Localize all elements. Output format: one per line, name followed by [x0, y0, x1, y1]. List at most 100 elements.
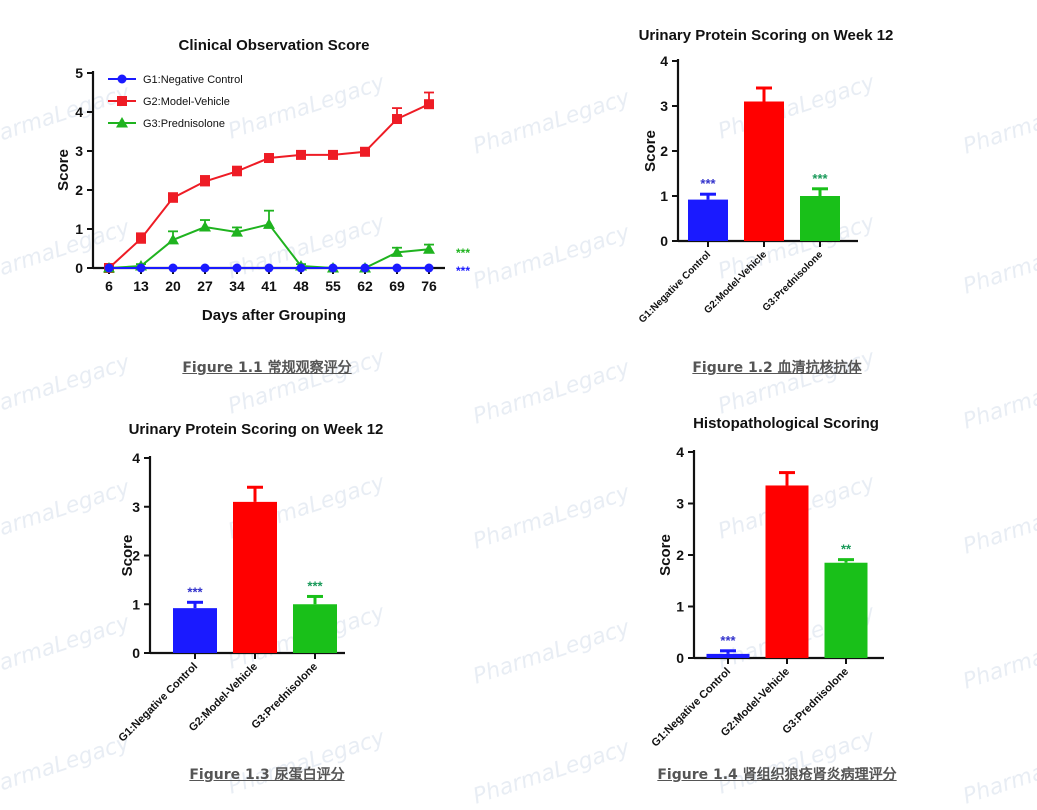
watermark: PharmaLegacy	[960, 360, 1037, 435]
significance-annotation: ***	[456, 246, 470, 260]
x-tick-label: G3:Prednisolone	[249, 661, 320, 732]
watermark: PharmaLegacy	[960, 225, 1037, 300]
x-tick-label: 69	[389, 278, 405, 294]
histopathological-bar-chart: Histopathological Scoring 0 1 2 3 4 Score *** G1…	[649, 415, 884, 750]
data-point	[328, 149, 338, 160]
watermark: PharmaLegacy	[470, 480, 633, 555]
bar	[233, 501, 277, 653]
significance-annotation: ***	[812, 171, 828, 186]
legend-label: G1:Negative Control	[143, 74, 243, 86]
data-point	[296, 149, 306, 160]
chart-title: Histopathological Scoring	[693, 415, 879, 432]
legend-marker	[117, 96, 127, 106]
bar	[293, 604, 337, 653]
data-point	[199, 221, 211, 232]
legend-marker	[117, 74, 127, 84]
bar	[800, 196, 840, 241]
x-tick-label: G1:Negative Control	[637, 249, 713, 325]
data-point	[104, 263, 114, 273]
y-tick-label: 1	[676, 599, 684, 615]
data-point	[232, 166, 242, 177]
data-point	[328, 263, 338, 273]
significance-annotation: ***	[700, 176, 716, 191]
y-tick-label: 3	[132, 499, 140, 515]
data-point	[167, 233, 179, 245]
series-line	[108, 223, 430, 269]
y-tick-label: 1	[132, 596, 140, 612]
data-point	[360, 146, 370, 157]
x-tick-label: 27	[197, 278, 213, 294]
y-tick-label: 2	[660, 143, 668, 159]
figure-caption-1-2: Figure 1.2 血清抗核抗体	[692, 360, 862, 376]
y-tick-label: 4	[660, 53, 668, 69]
y-tick-label: 4	[676, 444, 684, 460]
figure-caption-1-4: Figure 1.4 肾组织狼疮肾炎病理评分	[657, 767, 897, 783]
bar	[744, 101, 784, 241]
y-axis-label: Score	[119, 535, 136, 577]
y-axis-label: Score	[657, 534, 674, 576]
urinary-protein-bar-chart-bottom: Urinary Protein Scoring on Week 12 0 1 2 3 4 S…	[116, 421, 384, 745]
x-tick-label: 76	[421, 278, 437, 294]
data-point	[200, 176, 210, 187]
data-point	[264, 263, 274, 273]
data-point	[136, 233, 146, 244]
series-1	[104, 263, 434, 273]
x-tick-label: G1:Negative Control	[649, 666, 733, 750]
data-point	[392, 263, 402, 273]
legend-label: G2:Model-Vehicle	[143, 96, 230, 108]
y-axis-label: Score	[55, 149, 72, 191]
series-3	[103, 209, 435, 273]
y-tick-label: 5	[75, 65, 83, 81]
data-point	[392, 114, 402, 125]
x-tick-label: 34	[229, 278, 245, 294]
y-tick-label: 4	[75, 104, 83, 120]
watermark: PharmaLegacy	[960, 620, 1037, 695]
x-tick-label: 6	[105, 278, 113, 294]
data-point	[232, 263, 242, 273]
watermark: PharmaLegacy	[470, 735, 633, 810]
bar	[173, 608, 217, 653]
x-tick-label: 48	[293, 278, 309, 294]
chart-title: Clinical Observation Score	[179, 37, 370, 54]
figure-caption-1-1: Figure 1.1 常规观察评分	[182, 360, 352, 376]
y-tick-label: 4	[132, 450, 140, 466]
bar	[706, 653, 750, 658]
y-tick-label: 3	[676, 496, 684, 512]
y-tick-label: 3	[75, 143, 83, 159]
data-point	[360, 263, 370, 273]
x-tick-label: 41	[261, 278, 277, 294]
significance-annotation: ***	[456, 264, 470, 278]
chart-title: Urinary Protein Scoring on Week 12	[129, 421, 384, 438]
bar	[688, 199, 728, 241]
watermark: PharmaLegacy	[470, 615, 633, 690]
y-axis-label: Score	[642, 130, 659, 172]
watermark: PharmaLegacy	[960, 85, 1037, 160]
y-tick-label: 0	[75, 260, 83, 276]
data-point	[136, 263, 146, 273]
data-point	[231, 226, 243, 237]
data-point	[264, 153, 274, 164]
data-point	[200, 263, 210, 273]
y-tick-label: 2	[676, 547, 684, 563]
chart-title: Urinary Protein Scoring on Week 12	[639, 27, 894, 44]
y-tick-label: 1	[660, 188, 668, 204]
x-tick-label: 13	[133, 278, 149, 294]
x-tick-label: 62	[357, 278, 373, 294]
significance-annotation: ***	[187, 584, 203, 599]
data-point	[263, 218, 275, 229]
y-tick-label: 0	[660, 233, 668, 249]
y-tick-label: 0	[676, 650, 684, 666]
data-point	[424, 263, 434, 273]
bar	[765, 485, 809, 658]
data-point	[424, 99, 434, 110]
data-point	[423, 243, 435, 254]
legend-label: G3:Prednisolone	[143, 118, 225, 130]
significance-annotation: ***	[307, 578, 323, 593]
x-tick-label: 55	[325, 278, 341, 294]
x-axis-label: Days after Grouping	[202, 307, 346, 324]
y-tick-label: 0	[132, 645, 140, 661]
data-point	[168, 263, 178, 273]
x-tick-label: G1:Negative Control	[116, 661, 200, 745]
watermark: PharmaLegacy	[960, 735, 1037, 810]
